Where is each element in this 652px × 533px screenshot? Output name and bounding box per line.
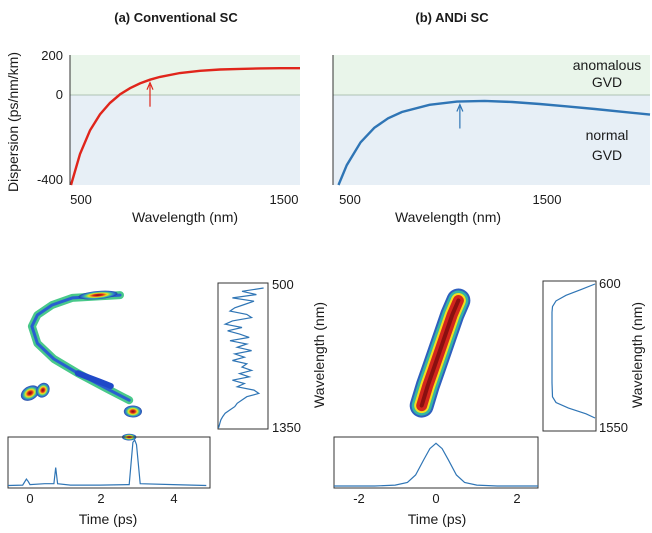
- anomalous-gvd-label: GVD: [592, 74, 622, 90]
- spectrum-frame-a: [217, 282, 269, 430]
- x-axis-label-a: Wavelength (nm): [132, 209, 238, 225]
- panel-b-spectrogram: [409, 288, 471, 418]
- spectrogram-blob: [20, 385, 40, 401]
- spectrum-line-a: [217, 287, 264, 429]
- pulse-line-a: [7, 438, 207, 487]
- time-tick-4-a: 4: [170, 491, 177, 506]
- wl-tick-600: 600: [599, 276, 621, 291]
- time-axis-label-b: Time (ps): [408, 511, 467, 527]
- normal-region-a: [70, 95, 300, 185]
- normal-gvd-label: GVD: [592, 147, 622, 163]
- x-axis-label-b: Wavelength (nm): [395, 209, 501, 225]
- wl-tick-1550: 1550: [599, 420, 628, 435]
- panel-a-spectrum: 500 1350: [217, 277, 301, 435]
- wl-tick-1350: 1350: [272, 420, 301, 435]
- y-tick-0: 0: [56, 87, 63, 102]
- conventional-dispersion-curve: [69, 67, 300, 186]
- time-tick-2-a: 2: [97, 491, 104, 506]
- wavelength-axis-label-shared: Wavelength (nm): [311, 302, 327, 408]
- panel-a-spectrogram: [20, 290, 142, 441]
- pulse-frame-b: [333, 436, 539, 489]
- panel-b-title: (b) ANDi SC: [415, 10, 489, 25]
- anomalous-region-b: [333, 55, 650, 95]
- wavelength-axis-label-b: Wavelength (nm): [629, 302, 645, 408]
- pulse-line-b: [334, 442, 538, 487]
- spectrogram-blob: [36, 382, 50, 398]
- time-tick-0-a: 0: [26, 491, 33, 506]
- max-dispersion-arrow-b: [456, 102, 464, 129]
- spectrum-line-b: [551, 283, 596, 419]
- spectrogram-blobs-a: [20, 290, 142, 441]
- y-tick-minus-400: -400: [37, 172, 63, 187]
- spectrogram-dark-core-b: [419, 298, 461, 408]
- x-tick-500-a: 500: [70, 192, 92, 207]
- panel-b-dispersion-plot: anomalous GVD normal GVD 500 1500 Wavele…: [332, 55, 651, 225]
- anomalous-label: anomalous: [573, 57, 642, 73]
- x-tick-1500-b: 1500: [533, 192, 562, 207]
- time-tick-0-b: 0: [432, 491, 439, 506]
- spectrogram-hot-blob: [123, 405, 142, 418]
- normal-label: normal: [586, 127, 629, 143]
- time-axis-label-a: Time (ps): [79, 511, 138, 527]
- time-tick-2-b: 2: [513, 491, 520, 506]
- spectrum-frame-b: [542, 280, 597, 432]
- zero-dispersion-arrow-a: [146, 81, 154, 107]
- y-axis-label-a: Dispersion (ps/nm/km): [5, 52, 21, 192]
- arrow-head: [146, 81, 154, 90]
- pulse-frame-a: [7, 436, 211, 489]
- spectrogram-streak-a: [74, 370, 114, 389]
- wl-tick-500: 500: [272, 277, 294, 292]
- x-tick-1500-a: 1500: [270, 192, 299, 207]
- arrow-head: [456, 102, 464, 112]
- anomalous-region-a: [70, 55, 300, 95]
- panel-a-dispersion-plot: 200 0 -400 500 1500 Wavelength (nm) Disp…: [5, 48, 300, 225]
- x-tick-500-b: 500: [339, 192, 361, 207]
- panel-a-pulse: 0 2 4 Time (ps): [7, 436, 211, 527]
- panel-b-spectrum: 600 1550 Wavelength (nm): [542, 276, 645, 435]
- andi-dispersion-curve: [337, 99, 651, 186]
- spectrogram-blob: [78, 290, 118, 300]
- panel-a-title: (a) Conventional SC: [114, 10, 238, 25]
- panel-b-pulse: -2 0 2 Time (ps): [333, 436, 539, 527]
- time-tick-minus2-b: -2: [353, 491, 365, 506]
- y-tick-200: 200: [41, 48, 63, 63]
